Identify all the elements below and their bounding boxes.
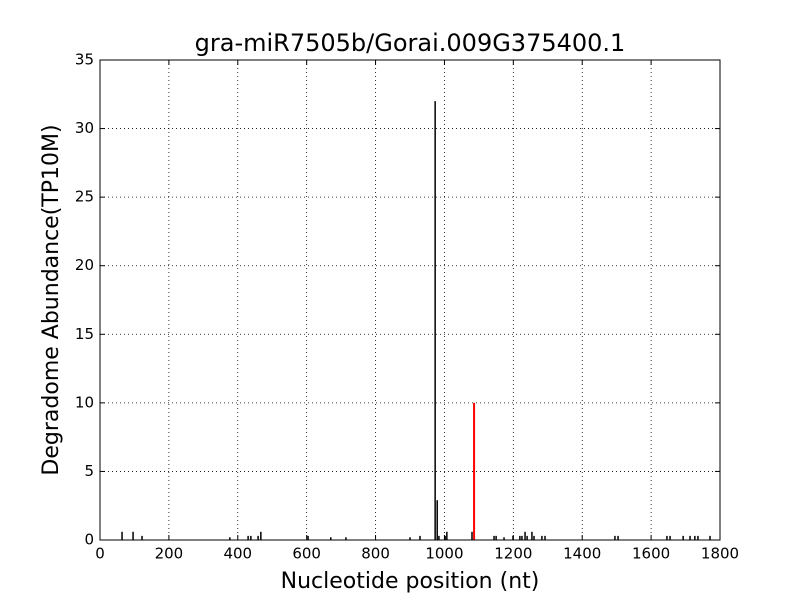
x-tick-label: 400 bbox=[223, 545, 252, 563]
x-tick-label: 0 bbox=[95, 545, 105, 563]
y-tick-label: 20 bbox=[75, 256, 94, 274]
x-tick-label: 1200 bbox=[494, 545, 532, 563]
plot-frame bbox=[99, 59, 721, 541]
y-tick-label: 30 bbox=[75, 119, 94, 137]
x-tick-label: 1000 bbox=[425, 545, 463, 563]
x-tick-label: 600 bbox=[292, 545, 321, 563]
y-tick-label: 5 bbox=[84, 462, 94, 480]
y-tick-label: 25 bbox=[75, 188, 94, 206]
x-tick-label: 1800 bbox=[701, 545, 739, 563]
x-tick-label: 1400 bbox=[563, 545, 601, 563]
y-tick-label: 15 bbox=[75, 325, 94, 343]
y-tick-label: 10 bbox=[75, 393, 94, 411]
y-tick-label: 35 bbox=[75, 51, 94, 69]
x-axis-label: Nucleotide position (nt) bbox=[281, 569, 540, 594]
chart-title: gra-miR7505b/Gorai.009G375400.1 bbox=[195, 29, 626, 57]
x-tick-label: 200 bbox=[155, 545, 184, 563]
x-tick-label: 800 bbox=[361, 545, 390, 563]
y-tick-label: 0 bbox=[84, 531, 94, 549]
y-axis-label: Degradome Abundance(TP10M) bbox=[39, 124, 64, 475]
x-tick-label: 1600 bbox=[632, 545, 670, 563]
